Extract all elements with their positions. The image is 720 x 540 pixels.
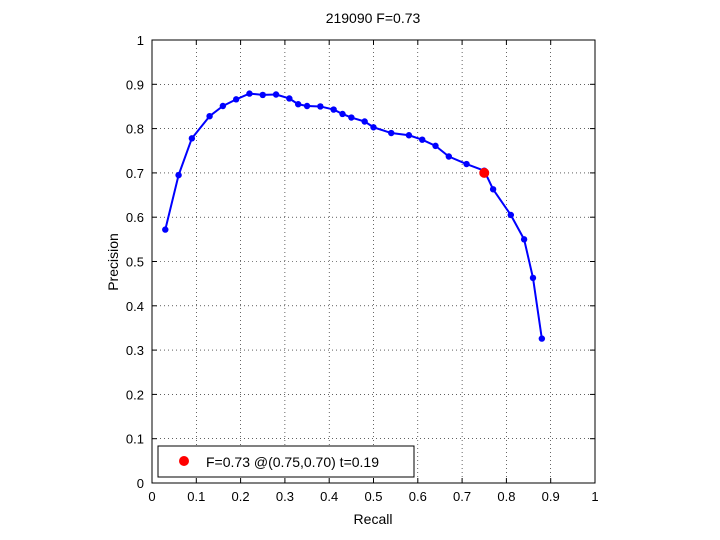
y-tick-label: 0.9 xyxy=(126,77,144,92)
x-tick-label: 0.9 xyxy=(542,489,560,504)
x-tick-label: 0.6 xyxy=(409,489,427,504)
best-f-point xyxy=(479,167,490,178)
plot-background xyxy=(152,40,595,483)
x-tick-label: 0.8 xyxy=(497,489,515,504)
y-tick-label: 0 xyxy=(137,476,144,491)
data-point xyxy=(520,236,528,243)
legend: F=0.73 @(0.75,0.70) t=0.19 xyxy=(157,445,415,478)
data-point xyxy=(272,91,280,98)
x-tick-label: 0.5 xyxy=(364,489,382,504)
legend-label: F=0.73 @(0.75,0.70) t=0.19 xyxy=(206,454,379,470)
y-tick-label: 0.5 xyxy=(126,255,144,270)
highlight-layer xyxy=(479,167,490,178)
data-point xyxy=(206,112,213,120)
data-point xyxy=(330,106,337,113)
y-tick-label: 0.6 xyxy=(126,210,144,225)
y-axis-label: Precision xyxy=(105,233,121,291)
x-tick-label: 0 xyxy=(148,489,155,504)
x-tick-labels: 0 0.1 0.2 0.3 0.4 0.5 0.6 0.7 0.8 0.9 1 xyxy=(148,489,598,504)
data-point xyxy=(463,160,470,168)
data-point xyxy=(246,90,253,97)
data-point xyxy=(188,135,196,142)
data-point xyxy=(507,211,515,219)
data-point xyxy=(538,335,546,342)
data-point xyxy=(405,132,413,139)
data-point xyxy=(175,171,182,179)
x-tick-label: 0.3 xyxy=(276,489,294,504)
y-tick-label: 0.8 xyxy=(126,122,144,137)
data-point xyxy=(232,96,240,103)
data-point xyxy=(162,226,169,233)
x-tick-label: 0.7 xyxy=(453,489,471,504)
data-point xyxy=(388,129,395,137)
data-point xyxy=(219,102,227,110)
y-tick-label: 0.1 xyxy=(126,432,144,447)
x-tick-label: 0.1 xyxy=(187,489,205,504)
y-tick-label: 0.7 xyxy=(126,166,144,181)
x-axis-label: Recall xyxy=(354,511,393,527)
data-point xyxy=(361,118,368,125)
legend-marker xyxy=(179,456,189,466)
data-point xyxy=(317,103,324,110)
data-point xyxy=(294,101,302,108)
y-tick-label: 0.3 xyxy=(126,343,144,358)
data-point xyxy=(286,95,293,102)
data-point xyxy=(489,186,497,193)
data-point xyxy=(432,142,439,150)
x-tick-label: 1 xyxy=(591,489,598,504)
data-point xyxy=(529,274,537,282)
data-point xyxy=(303,102,311,110)
y-tick-label: 1 xyxy=(137,33,144,48)
y-tick-labels: 0 0.1 0.2 0.3 0.4 0.5 0.6 0.7 0.8 0.9 1 xyxy=(126,33,144,491)
x-tick-label: 0.4 xyxy=(320,489,338,504)
x-tick-label: 0.2 xyxy=(232,489,250,504)
plot-frame xyxy=(151,39,596,484)
data-point xyxy=(348,114,355,121)
data-point xyxy=(259,91,266,99)
legend-box xyxy=(157,445,415,478)
data-point xyxy=(445,153,453,160)
y-tick-label: 0.4 xyxy=(126,299,144,314)
y-tick-label: 0.2 xyxy=(126,387,144,402)
chart-title: 219090 F=0.73 xyxy=(326,10,421,26)
data-point xyxy=(339,110,346,118)
data-point xyxy=(370,124,377,131)
data-point xyxy=(419,136,426,143)
